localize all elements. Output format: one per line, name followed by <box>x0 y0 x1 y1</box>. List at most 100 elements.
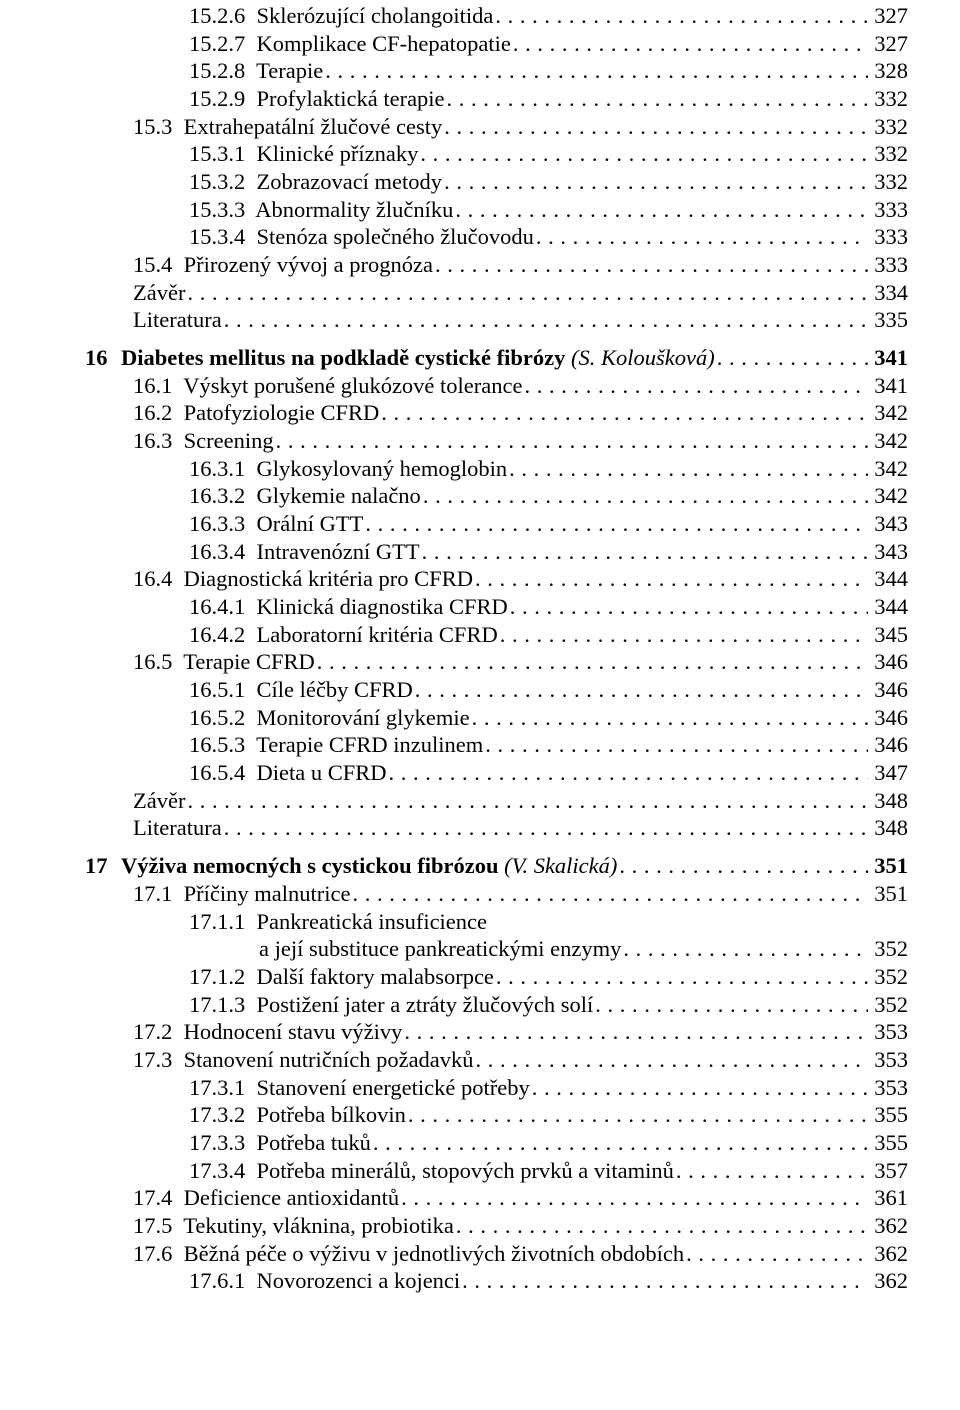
toc-entry: 15.2.8 Terapie328 <box>85 57 908 85</box>
toc-label: 17.6 Běžná péče o výživu v jednotlivých … <box>133 1240 684 1268</box>
toc-label: 17.3.2 Potřeba bílkovin <box>189 1101 406 1129</box>
toc-page: 341 <box>868 344 908 372</box>
toc-entry: 16.3 Screening342 <box>85 427 908 455</box>
toc-entry: 15.4 Přirozený vývoj a prognóza333 <box>85 251 908 279</box>
toc-leader <box>473 565 868 593</box>
toc-page: 335 <box>868 306 908 334</box>
toc-leader <box>350 880 868 908</box>
toc-entry: 16.5 Terapie CFRD 346 <box>85 648 908 676</box>
toc-label: 17.1.2 Další faktory malabsorpce <box>189 963 494 991</box>
toc-leader <box>442 113 868 141</box>
chapter-title: Výživa nemocných s cystickou fibrózou <box>121 853 504 878</box>
toc-page: 347 <box>868 759 908 787</box>
toc-leader <box>493 2 868 30</box>
toc-entry: 15.3 Extrahepatální žlučové cesty332 <box>85 113 908 141</box>
toc-label: 16.3.4 Intravenózní GTT <box>189 538 420 566</box>
toc-page: 357 <box>868 1157 908 1185</box>
chapter-number: 16 <box>85 344 121 372</box>
toc-page: 353 <box>868 1074 908 1102</box>
toc-leader <box>523 372 869 400</box>
toc-leader <box>494 963 868 991</box>
toc-label: 17.3.1 Stanovení energetické potřeby <box>189 1074 530 1102</box>
toc-leader <box>454 1212 868 1240</box>
toc-label: 16Diabetes mellitus na podkladě cystické… <box>85 344 715 372</box>
toc-page: 333 <box>868 251 908 279</box>
toc-leader <box>508 593 869 621</box>
toc-leader <box>421 482 868 510</box>
toc-label: 17.1 Příčiny malnutrice <box>133 880 350 908</box>
toc-leader <box>371 1129 868 1157</box>
toc-leader <box>185 787 868 815</box>
toc-leader <box>445 85 869 113</box>
toc-entry: 17.4 Deficience antioxidantů361 <box>85 1184 908 1212</box>
toc-leader <box>406 1101 868 1129</box>
toc-page: 346 <box>868 731 908 759</box>
toc-label: 15.3 Extrahepatální žlučové cesty <box>133 113 442 141</box>
toc-page: 342 <box>868 455 908 483</box>
toc-page: 343 <box>868 510 908 538</box>
toc-label: 16.3.3 Orální GTT <box>189 510 363 538</box>
toc-page: 343 <box>868 538 908 566</box>
toc-entry: 15.2.7 Komplikace CF-hepatopatie327 <box>85 30 908 58</box>
toc-leader <box>222 814 869 842</box>
toc-label: 17.6.1 Novorozenci a kojenci <box>189 1267 460 1295</box>
toc-leader <box>222 306 869 334</box>
toc-entry: 16.3.2 Glykemie nalačno342 <box>85 482 908 510</box>
toc-page: 344 <box>868 593 908 621</box>
toc-page: 362 <box>868 1267 908 1295</box>
toc-entry: 16.5.2 Monitorování glykemie346 <box>85 704 908 732</box>
toc-page: 348 <box>868 787 908 815</box>
toc-leader <box>511 30 868 58</box>
toc-label: 17.3.3 Potřeba tuků <box>189 1129 371 1157</box>
toc-label: 16.5 Terapie CFRD <box>133 648 315 676</box>
toc-entry: Literatura348 <box>85 814 908 842</box>
toc-label: 16.3.2 Glykemie nalačno <box>189 482 421 510</box>
toc-entry: 17.1 Příčiny malnutrice 351 <box>85 880 908 908</box>
toc-label: 17.1.1 Pankreatická insuficience <box>189 908 487 936</box>
toc-page: 346 <box>868 676 908 704</box>
toc-page: 355 <box>868 1101 908 1129</box>
toc-leader <box>402 1018 868 1046</box>
toc-label: 15.3.4 Stenóza společného žlučovodu <box>189 223 534 251</box>
toc-page: 328 <box>868 57 908 85</box>
toc-page: 351 <box>868 880 908 908</box>
toc-page: 332 <box>868 168 908 196</box>
toc-entry: 15.2.6 Sklerózující cholangoitida327 <box>85 2 908 30</box>
toc-page: 362 <box>868 1240 908 1268</box>
toc-page: 327 <box>868 30 908 58</box>
toc-entry: 15.3.4 Stenóza společného žlučovodu333 <box>85 223 908 251</box>
toc-leader <box>323 57 868 85</box>
toc-entry: 17.6 Běžná péče o výživu v jednotlivých … <box>85 1240 908 1268</box>
toc-leader <box>684 1240 868 1268</box>
toc-leader <box>507 455 868 483</box>
toc-leader <box>418 140 868 168</box>
toc-label: 16.4.2 Laboratorní kritéria CFRD <box>189 621 498 649</box>
toc-entry: 16.4.1 Klinická diagnostika CFRD344 <box>85 593 908 621</box>
toc-entry: 16.5.1 Cíle léčby CFRD346 <box>85 676 908 704</box>
toc-page: 355 <box>868 1129 908 1157</box>
toc-entry: 16.3.4 Intravenózní GTT 343 <box>85 538 908 566</box>
toc-label: 16.5.4 Dieta u CFRD <box>189 759 387 787</box>
toc-label: a její substituce pankreatickými enzymy <box>259 935 621 963</box>
toc-label: 17.1.3 Postižení jater a ztráty žlučovýc… <box>189 991 593 1019</box>
toc-page: 344 <box>868 565 908 593</box>
toc-leader <box>433 251 868 279</box>
toc-label: 17Výživa nemocných s cystickou fibrózou … <box>85 852 617 880</box>
toc-leader <box>442 168 868 196</box>
toc-label: 16.3.1 Glykosylovaný hemoglobin <box>189 455 507 483</box>
toc-entry: 17.3.3 Potřeba tuků 355 <box>85 1129 908 1157</box>
toc-entry: 15.2.9 Profylaktická terapie332 <box>85 85 908 113</box>
toc-leader <box>387 759 869 787</box>
toc-entry: 16.3.1 Glykosylovaný hemoglobin 342 <box>85 455 908 483</box>
toc-page: 327 <box>868 2 908 30</box>
toc-page: 341 <box>868 372 908 400</box>
toc-entry: 16.1 Výskyt porušené glukózové tolerance… <box>85 372 908 400</box>
toc-page: 348 <box>868 814 908 842</box>
toc-entry: 17.6.1 Novorozenci a kojenci 362 <box>85 1267 908 1295</box>
toc-leader <box>530 1074 869 1102</box>
toc-leader <box>379 399 868 427</box>
toc-leader <box>715 344 869 372</box>
toc-label: 17.2 Hodnocení stavu výživy <box>133 1018 402 1046</box>
toc-leader <box>534 223 868 251</box>
toc-page: 346 <box>868 648 908 676</box>
